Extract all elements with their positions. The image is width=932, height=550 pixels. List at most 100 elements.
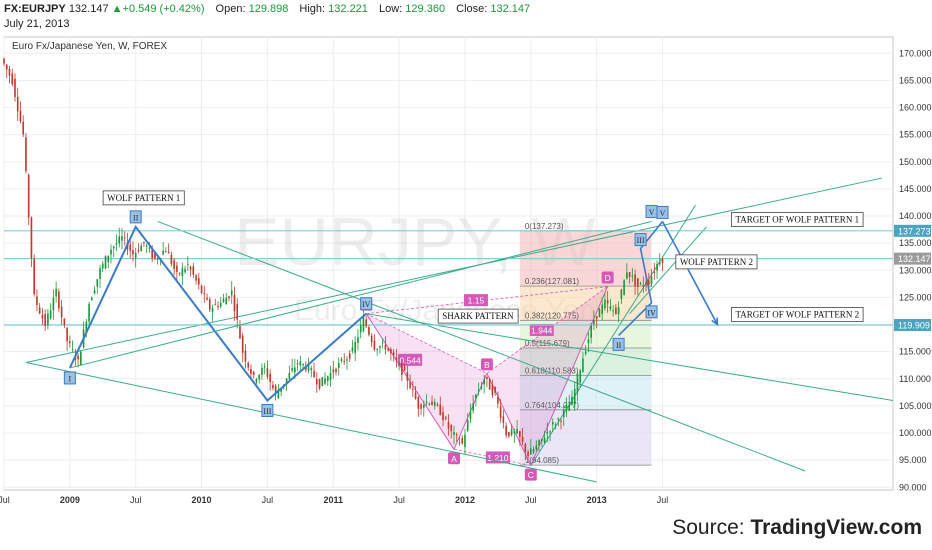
- candle-body: [612, 310, 614, 312]
- candle-body: [44, 313, 46, 327]
- candle-body: [121, 235, 123, 241]
- candle-body: [304, 366, 307, 371]
- candle-body: [19, 110, 22, 122]
- candle-body: [219, 302, 222, 307]
- candle-body: [433, 402, 436, 406]
- candle-body: [145, 245, 148, 247]
- candle-body: [455, 434, 458, 436]
- candle-body: [228, 296, 230, 299]
- candle-body: [466, 420, 469, 431]
- candle-body: [491, 384, 494, 396]
- open-label: Open:: [215, 3, 246, 15]
- candle-body: [540, 438, 543, 442]
- candle-body: [370, 335, 373, 343]
- candle-body: [439, 404, 442, 415]
- candle-body: [458, 442, 461, 444]
- candle-body: [63, 318, 66, 325]
- candle-body: [450, 425, 453, 432]
- candle-body: [444, 417, 447, 419]
- candle-body: [529, 448, 532, 455]
- y-tick-label: 155.000: [899, 130, 932, 140]
- candle-body: [302, 364, 304, 366]
- candle-body: [326, 376, 329, 381]
- wolf-1-label-box: [102, 190, 185, 206]
- candle-body: [357, 337, 359, 343]
- arrow-head: [711, 317, 719, 327]
- candle-body: [151, 248, 153, 259]
- candle-body: [401, 362, 403, 375]
- candle-body: [11, 73, 14, 85]
- shark-point-marker: [524, 468, 537, 481]
- candle-body: [568, 404, 571, 411]
- candle-body: [472, 403, 475, 411]
- candle-body: [173, 260, 175, 269]
- candle-body: [656, 263, 658, 271]
- price-change: +0.549 (+0.42%): [122, 3, 205, 15]
- source-brand: TradingView.com: [750, 516, 922, 539]
- shark-point-marker: [601, 271, 614, 284]
- candle-body: [189, 266, 192, 270]
- candle-body: [637, 278, 639, 287]
- candle-body: [280, 388, 282, 392]
- fib-level-label: 0.236(127.081): [525, 277, 580, 286]
- trend-line: [25, 362, 597, 483]
- candle-body: [480, 386, 483, 389]
- candle-body: [96, 279, 99, 287]
- candle-body: [8, 68, 11, 76]
- candle-body: [162, 250, 164, 255]
- candle-body: [321, 377, 324, 386]
- candle-body: [337, 362, 340, 368]
- candle-body: [373, 340, 376, 350]
- candle-body: [395, 357, 398, 361]
- candle-body: [66, 327, 68, 342]
- candle-body: [132, 249, 134, 255]
- candle-body: [510, 429, 513, 436]
- candle-body: [178, 273, 181, 275]
- y-tick-label: 160.000: [899, 103, 932, 113]
- candle-body: [288, 372, 291, 380]
- candle-body: [576, 374, 579, 393]
- candle-body: [623, 280, 625, 295]
- candle-body: [33, 258, 36, 295]
- wolf-point-label: IV: [362, 300, 371, 309]
- shark-ratio-badge: [463, 294, 488, 307]
- trend-line: [157, 220, 806, 472]
- candle-body: [274, 385, 277, 394]
- candle-body: [428, 403, 431, 405]
- candle-body: [431, 401, 433, 406]
- x-tick-label: 2009: [60, 495, 80, 505]
- candle-body: [527, 451, 529, 457]
- candle-body: [376, 349, 378, 351]
- candle-body: [587, 339, 590, 344]
- fib-zone: [519, 409, 652, 466]
- shark-label-box: [437, 308, 519, 324]
- candle-body: [606, 300, 609, 304]
- shark-point-label: B: [484, 360, 490, 370]
- candle-body: [252, 371, 255, 375]
- candle-body: [499, 406, 502, 418]
- candle-body: [47, 313, 49, 326]
- candle-body: [362, 316, 365, 332]
- candle-body: [359, 325, 362, 333]
- shark-ratio-label: 0.544: [399, 355, 421, 365]
- candle-body: [354, 341, 357, 354]
- shark-point-label: A: [451, 454, 457, 464]
- candle-body: [143, 241, 145, 244]
- candle-body: [214, 304, 217, 306]
- wolf-point-box: [63, 371, 76, 385]
- wolf-2-point-label: III: [637, 236, 645, 245]
- candle-body: [22, 121, 25, 135]
- candle-body: [661, 258, 664, 263]
- candle-body: [488, 378, 491, 390]
- candle-body: [409, 382, 411, 389]
- wolf-2-point-label: II: [616, 341, 622, 350]
- candle-body: [631, 275, 634, 277]
- candle-body: [595, 316, 598, 320]
- wolf-2-point-box: [645, 305, 658, 319]
- x-tick-label: Jul: [262, 495, 274, 505]
- bar-date: July 21, 2013: [4, 18, 70, 30]
- candle-body: [420, 404, 422, 409]
- target-2-label: TARGET OF WOLF PATTERN 2: [735, 309, 859, 319]
